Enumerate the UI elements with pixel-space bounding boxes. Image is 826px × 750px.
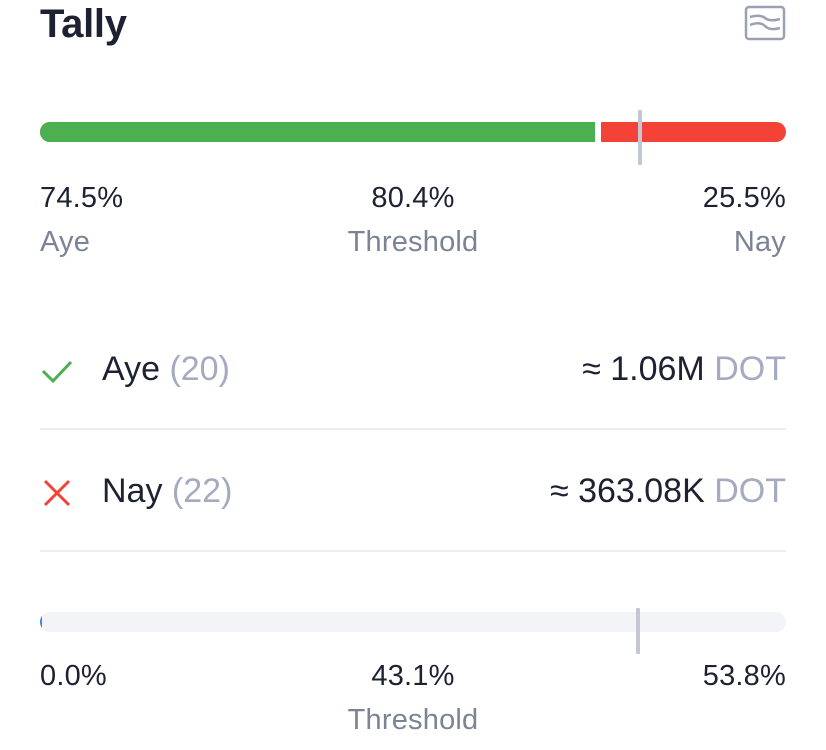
aye-votes-name: Aye (102, 350, 160, 388)
support-current-percent: 0.0% (40, 660, 107, 692)
aye-votes-row[interactable]: Aye (20) ≈ 1.06M DOT (40, 340, 786, 400)
support-bar (40, 612, 786, 632)
divider (40, 550, 786, 552)
threshold-percent: 80.4% (371, 182, 455, 214)
support-fill (40, 612, 42, 632)
approval-threshold-marker (637, 110, 642, 165)
approval-bar (40, 122, 786, 142)
aye-votes-count: (20) (169, 350, 230, 388)
aye-percent: 74.5% (40, 182, 124, 214)
support-threshold-percent: 43.1% (371, 660, 455, 692)
aye-votes-label: Aye (20) (102, 350, 230, 389)
nay-votes-count: (22) (171, 472, 233, 510)
close-icon (40, 476, 74, 510)
chart-lines-icon[interactable] (744, 5, 786, 41)
check-icon (40, 354, 74, 388)
aye-label: Aye (40, 226, 91, 258)
nay-votes-row[interactable]: Nay (22) ≈ 363.08K DOT (40, 462, 786, 522)
bar-separator (594, 122, 601, 142)
nay-label: Nay (733, 226, 786, 258)
nay-votes-name: Nay (102, 472, 163, 510)
nay-percent: 25.5% (702, 182, 786, 214)
aye-votes-amount-wrap: ≈ 1.06M DOT (582, 350, 786, 389)
aye-votes-unit: DOT (714, 350, 786, 388)
nay-votes-amount: ≈ 363.08K (549, 472, 705, 510)
nay-votes-amount-wrap: ≈ 363.08K DOT (550, 472, 786, 511)
support-max-percent: 53.8% (702, 660, 786, 692)
support-threshold-label: Threshold (347, 704, 479, 736)
aye-votes-amount: ≈ 1.06M (582, 350, 705, 388)
page-title: Tally (40, 2, 127, 46)
aye-fill (40, 122, 596, 142)
divider (40, 428, 786, 430)
support-threshold-marker (635, 608, 640, 654)
threshold-label: Threshold (347, 226, 479, 258)
nay-votes-label: Nay (22) (102, 472, 232, 511)
nay-votes-unit: DOT (714, 472, 786, 510)
